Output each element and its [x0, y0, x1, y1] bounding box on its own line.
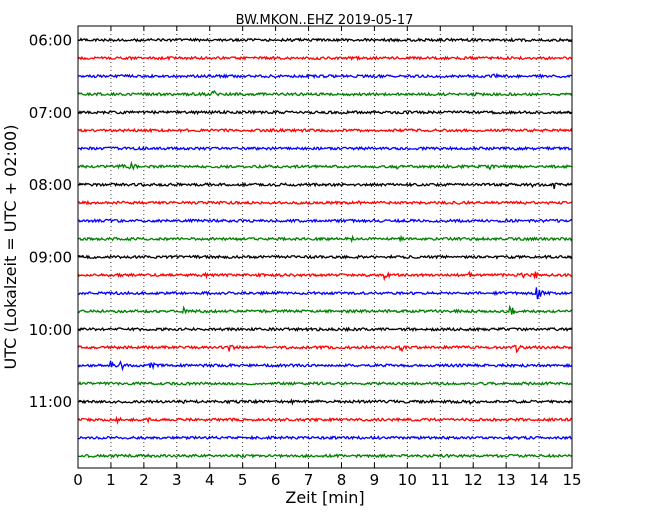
trace-line: [77, 200, 573, 206]
trace-line: [77, 434, 573, 441]
x-tick-label: 4: [205, 471, 215, 489]
y-tick-label: 10:00: [29, 321, 72, 339]
trace-line: [77, 89, 573, 97]
x-tick-label: 12: [464, 471, 483, 489]
axis-ticks: 0 1 2 3 4 5 6 7 8 9 10 11 12 13 14 1506:0007:0008:0009:…: [29, 26, 582, 489]
trace-line: [77, 160, 573, 171]
y-tick-label: 11:00: [29, 393, 72, 411]
x-tick-label: 9: [370, 471, 380, 489]
trace-line: [77, 217, 573, 224]
trace-line: [77, 234, 573, 244]
trace-line: [77, 326, 573, 333]
trace-line: [77, 287, 573, 300]
y-axis-label: UTC (Lokalzeit = UTC + 02:00): [1, 125, 20, 370]
x-tick-label: 6: [271, 471, 281, 489]
trace-line: [77, 145, 573, 152]
y-tick-label: 06:00: [29, 32, 72, 50]
x-tick-label: 11: [431, 471, 450, 489]
x-tick-label: 8: [337, 471, 347, 489]
trace-line: [77, 360, 573, 372]
trace-line: [77, 109, 573, 116]
trace-line: [77, 415, 573, 426]
trace-line: [77, 127, 573, 134]
trace-line: [77, 37, 573, 43]
x-tick-label: 3: [172, 471, 182, 489]
trace-line: [77, 270, 573, 282]
trace-line: [77, 344, 573, 354]
trace-line: [77, 304, 573, 315]
x-tick-label: 2: [139, 471, 149, 489]
x-tick-label: 10: [398, 471, 417, 489]
trace-line: [77, 254, 573, 260]
x-tick-label: 13: [497, 471, 516, 489]
x-tick-label: 5: [238, 471, 248, 489]
y-tick-label: 09:00: [29, 248, 72, 266]
x-tick-label: 14: [530, 471, 549, 489]
chart-title: BW.MKON..EHZ 2019-05-17: [236, 13, 414, 28]
y-tick-label: 08:00: [29, 176, 72, 194]
plot-frame: [77, 25, 573, 469]
trace-line: [77, 453, 573, 459]
x-axis-label: Zeit [min]: [285, 488, 364, 507]
trace-lines: [77, 37, 573, 459]
trace-line: [77, 181, 573, 189]
trace-line: [77, 72, 573, 80]
trace-line: [77, 380, 573, 387]
grid-lines: [110, 26, 540, 468]
x-tick-label: 0: [73, 471, 83, 489]
x-tick-label: 7: [304, 471, 314, 489]
x-tick-label: 1: [106, 471, 116, 489]
y-tick-label: 07:00: [29, 104, 72, 122]
x-tick-label: 15: [562, 471, 581, 489]
trace-line: [77, 398, 573, 406]
trace-line: [77, 55, 573, 62]
